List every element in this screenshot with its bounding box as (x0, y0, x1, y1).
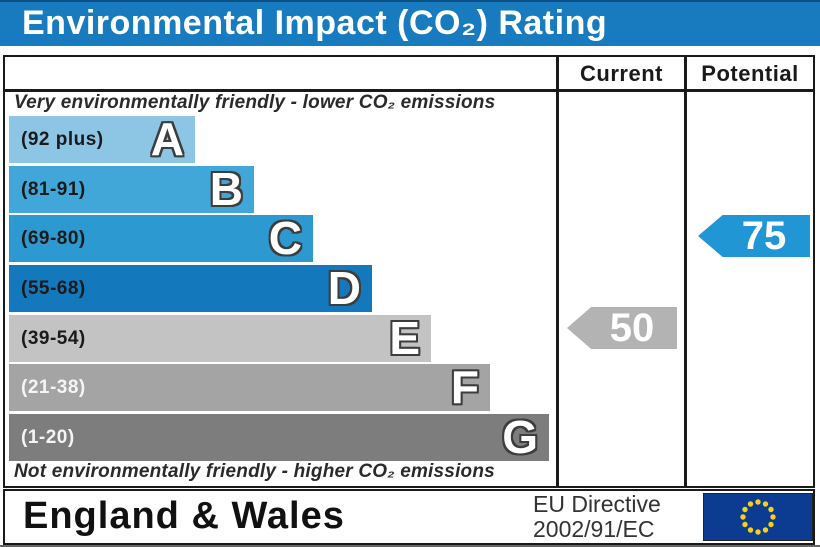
band-E: (39-54) E (9, 312, 431, 364)
band-G: (1-20) G (9, 411, 549, 463)
bottom-edge (0, 545, 820, 547)
potential-rating-arrow: 75 (698, 215, 810, 257)
header-divider-line (5, 89, 813, 92)
band-G-letter: G (502, 411, 538, 463)
caption-bottom: Not environmentally friendly - higher CO… (14, 461, 495, 482)
band-C-letter: C (268, 212, 302, 264)
rating-table: Current Potential Very environmentally f… (3, 55, 815, 488)
caption-top: Very environmentally friendly - lower CO… (14, 92, 496, 113)
band-F-range-label: (21-38) (21, 377, 86, 398)
band-C: (69-80) C (9, 212, 313, 264)
region-label: England & Wales (23, 495, 345, 537)
column-divider-current (556, 57, 559, 486)
band-C-range-label: (69-80) (21, 228, 86, 249)
band-B-letter: B (209, 163, 243, 215)
band-A-range-label: (92 plus) (21, 129, 104, 150)
band-D: (55-68) D (9, 262, 372, 314)
current-rating-arrow: 50 (567, 307, 677, 349)
band-B-range-label: (81-91) (21, 179, 86, 200)
band-G-range-label: (1-20) (21, 427, 75, 448)
footer-bar: England & Wales EU Directive 2002/91/EC (3, 489, 815, 545)
eu-flag-icon (702, 492, 814, 542)
band-E-range-label: (39-54) (21, 328, 86, 349)
column-header-current: Current (580, 61, 663, 86)
eu-directive-label: EU Directive 2002/91/EC (533, 492, 661, 542)
eu-directive-line2: 2002/91/EC (533, 516, 655, 542)
current-rating-value: 50 (609, 306, 655, 350)
band-A-letter: A (150, 113, 184, 165)
potential-rating-value: 75 (741, 214, 787, 258)
band-D-letter: D (327, 262, 361, 314)
band-E-letter: E (389, 312, 420, 364)
band-B: (81-91) B (9, 163, 254, 215)
band-F-letter: F (450, 361, 479, 413)
column-header-potential: Potential (701, 61, 799, 86)
chart-title: Environmental Impact (CO₂) Rating (22, 4, 608, 42)
band-F: (21-38) F (9, 361, 490, 413)
band-A: (92 plus) A (9, 113, 195, 165)
column-divider-potential (684, 57, 687, 486)
chart-title-bar: Environmental Impact (CO₂) Rating (0, 0, 820, 46)
eu-directive-line1: EU Directive (533, 491, 661, 517)
band-D-range-label: (55-68) (21, 278, 86, 299)
